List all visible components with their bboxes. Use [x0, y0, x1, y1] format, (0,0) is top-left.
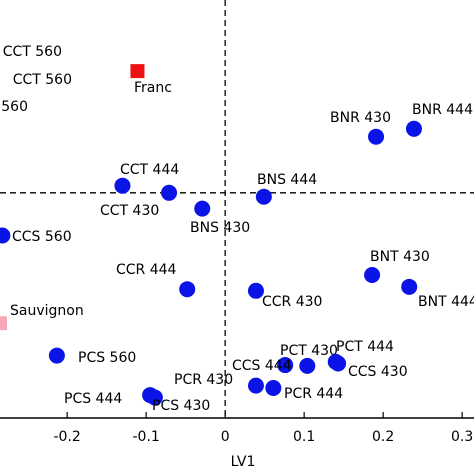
point	[299, 357, 316, 374]
point-label: CCT 430	[100, 203, 159, 219]
point	[146, 389, 163, 406]
point-label: PCT 430	[280, 343, 338, 359]
point	[114, 177, 131, 194]
x-tick-label: -0.2	[53, 429, 80, 445]
x-tick-label: 0.2	[372, 429, 394, 445]
point	[179, 281, 196, 298]
point	[48, 347, 65, 364]
point	[130, 64, 145, 79]
point-label: Sauvignon	[10, 303, 84, 319]
x-tick-label: 0.1	[293, 429, 315, 445]
point	[0, 227, 11, 244]
point-label: CCR 444	[116, 262, 177, 278]
point	[405, 120, 422, 137]
point-label: BNR 430	[330, 110, 391, 126]
x-tick-label: 0.3	[451, 429, 473, 445]
point-label: PCT 444	[336, 339, 394, 355]
point	[265, 379, 282, 396]
point	[330, 355, 347, 372]
point-label: CCS 430	[348, 364, 408, 380]
point	[401, 278, 418, 295]
point-label: Franc	[134, 80, 172, 96]
point	[255, 188, 272, 205]
point	[194, 200, 211, 217]
x-axis-label: LV1	[231, 454, 256, 470]
x-tick-label: 0	[221, 429, 230, 445]
point-label: PCS 560	[78, 350, 136, 366]
point	[364, 266, 381, 283]
point-label: BNR 444	[412, 102, 473, 118]
point-label: CCS 560	[12, 229, 72, 245]
point-label: BNS 444	[257, 172, 317, 188]
annotation: 560	[1, 99, 28, 115]
point	[247, 282, 264, 299]
point-label: BNT 444	[418, 294, 474, 310]
point-label: CCT 444	[120, 162, 179, 178]
point-label: BNS 430	[190, 220, 250, 236]
point-label: PCS 430	[152, 398, 210, 414]
point-label: PCS 444	[64, 391, 122, 407]
point-label: BNT 430	[370, 249, 430, 265]
point	[247, 377, 264, 394]
point	[277, 357, 294, 374]
point-label: PCR 430	[174, 372, 233, 388]
x-tick-label: -0.1	[132, 429, 159, 445]
point-label: PCR 444	[284, 386, 343, 402]
annotation: CCT 560	[3, 44, 62, 60]
point-label: CCR 430	[262, 294, 322, 310]
annotation: CCT 560	[13, 72, 72, 88]
point	[0, 316, 7, 331]
point-label: CCS 444	[232, 358, 292, 374]
point	[161, 184, 178, 201]
point	[368, 128, 385, 145]
